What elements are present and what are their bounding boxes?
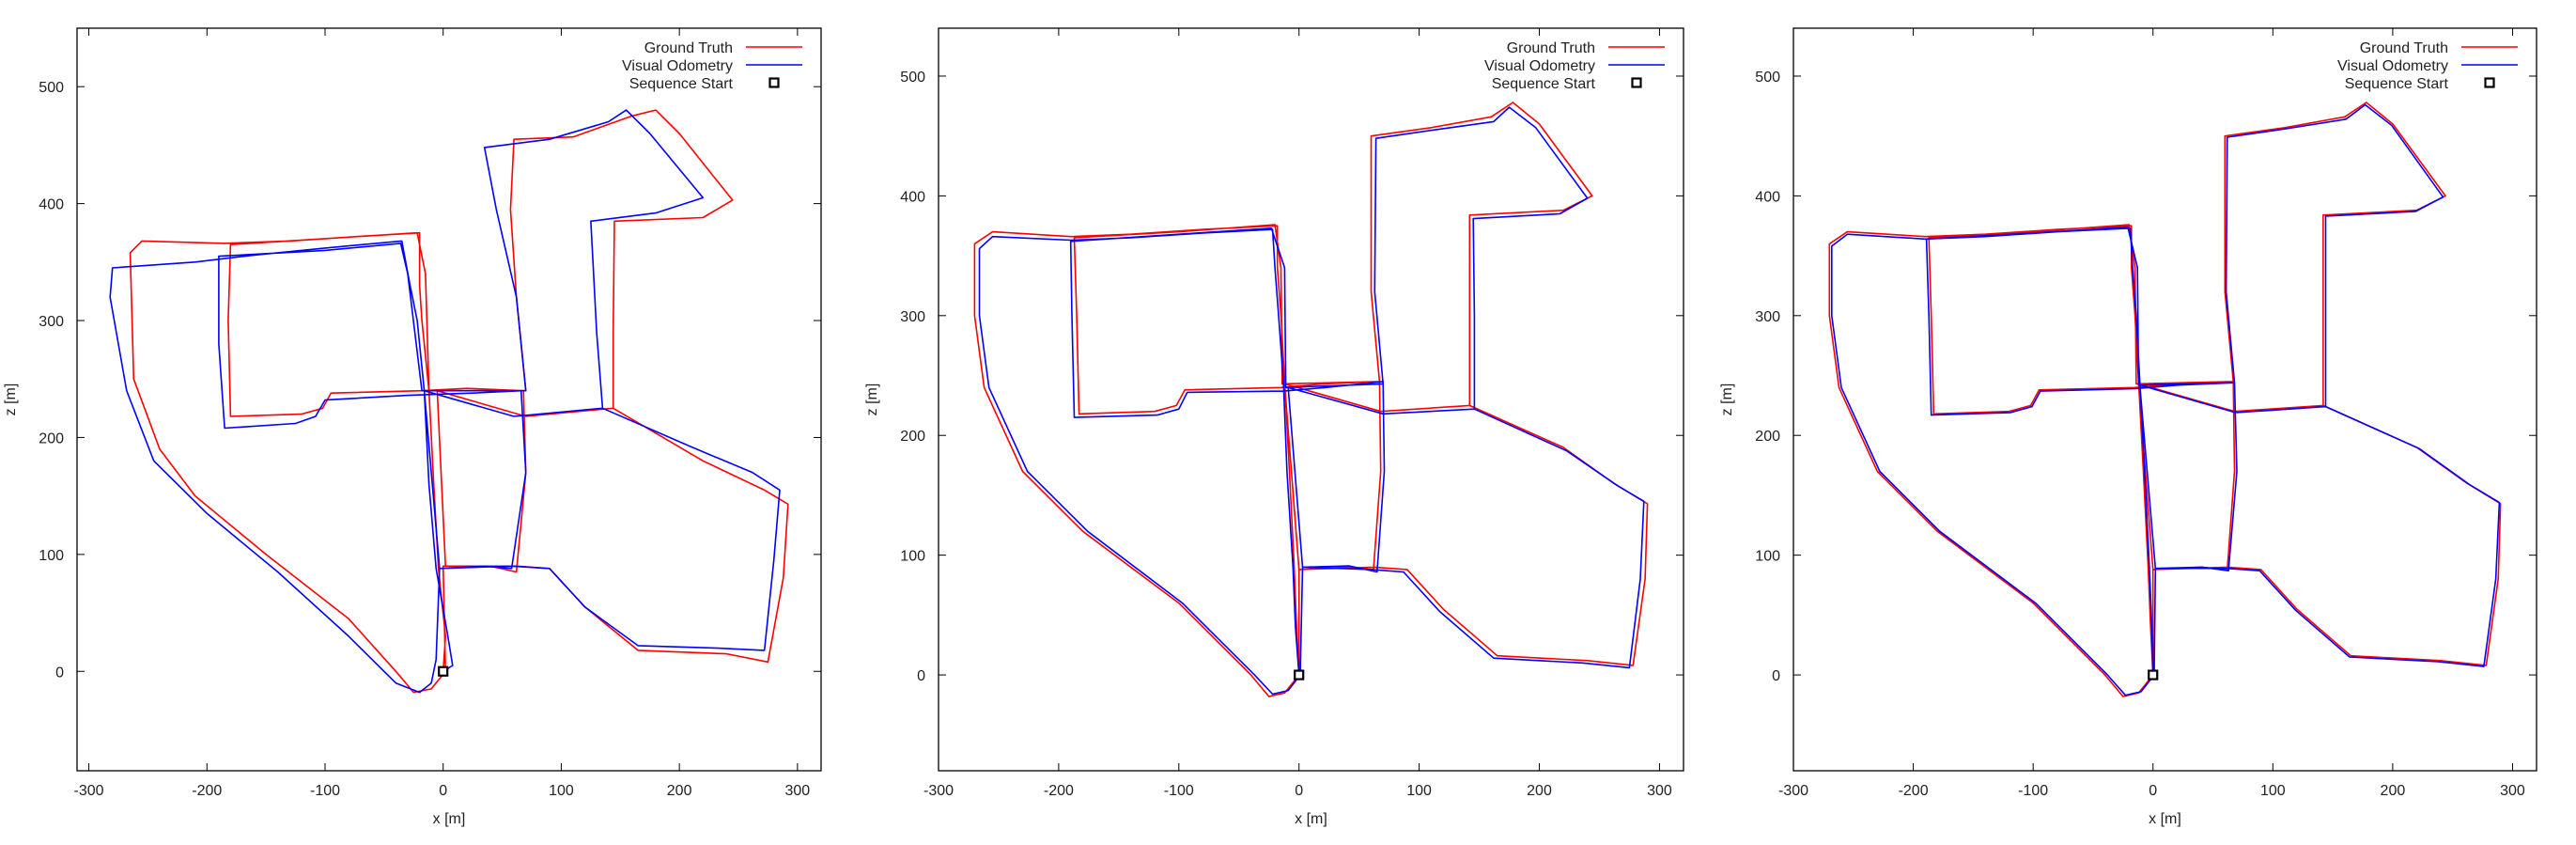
legend-label: Ground Truth (2360, 40, 2448, 56)
plot-frame (76, 27, 822, 772)
series-line-visual-odometry (978, 106, 1645, 696)
x-tick-label: 100 (1406, 783, 1432, 799)
x-tick-label: 0 (1295, 783, 1303, 799)
y-tick-label: 0 (55, 665, 64, 681)
y-tick-label: 0 (917, 668, 925, 684)
y-tick-label: 500 (1755, 70, 1780, 86)
plot-frame (938, 27, 1684, 772)
y-tick-label: 300 (39, 314, 64, 330)
y-axis-label: z [m] (1719, 383, 1735, 416)
x-tick-label: 0 (2149, 783, 2157, 799)
y-tick-label: 400 (39, 197, 64, 213)
y-tick-label: 100 (1755, 549, 1780, 565)
y-tick-label: 400 (900, 189, 925, 205)
x-tick-label: -300 (74, 783, 104, 799)
series-line-ground-truth (1828, 102, 2502, 697)
y-tick-label: 200 (1755, 429, 1780, 445)
series-line-ground-truth (129, 109, 789, 694)
x-tick-label: 100 (549, 783, 574, 799)
x-axis-label: x [m] (2149, 811, 2181, 827)
series-line-ground-truth (973, 102, 1649, 697)
x-axis-label: x [m] (433, 811, 466, 827)
x-tick-label: 200 (1527, 783, 1552, 799)
y-tick-label: 100 (900, 549, 925, 565)
y-tick-label: 300 (900, 309, 925, 325)
x-tick-label: -300 (923, 783, 954, 799)
y-tick-label: 500 (39, 80, 64, 96)
x-tick-label: -100 (2018, 783, 2048, 799)
x-tick-label: -200 (192, 783, 222, 799)
y-tick-label: 400 (1755, 189, 1780, 205)
x-tick-label: 300 (1647, 783, 1672, 799)
x-tick-label: 200 (2381, 783, 2406, 799)
legend-label: Sequence Start (629, 76, 734, 92)
sequence-start-marker (2148, 669, 2159, 681)
legend-label: Ground Truth (1507, 40, 1595, 56)
x-tick-label: -100 (310, 783, 340, 799)
y-tick-label: 200 (39, 430, 64, 446)
legend-swatch-marker (768, 77, 780, 88)
x-tick-label: 300 (2500, 783, 2525, 799)
series-line-visual-odometry (1831, 103, 2501, 696)
sequence-start-marker (438, 665, 449, 677)
x-tick-label: -300 (1778, 783, 1808, 799)
legend-swatch-marker (2484, 77, 2495, 88)
x-tick-label: 200 (667, 783, 692, 799)
x-tick-label: 300 (785, 783, 811, 799)
x-tick-label: 0 (439, 783, 447, 799)
y-axis-label: z [m] (3, 383, 19, 416)
chart-panel-1: -300 -200 -100 0 100 200 300 0 100 200 300 400 500 x … (3, 27, 822, 827)
legend-swatch-marker (1631, 77, 1642, 88)
y-axis-label: z [m] (864, 383, 880, 416)
legend-label: Visual Odometry (2337, 58, 2448, 74)
y-tick-label: 100 (39, 548, 64, 564)
chart-panel-3: -300 -200 -100 0 100 200 300 0 100 200 300 400 500 x … (1719, 27, 2537, 827)
x-tick-label: -200 (1899, 783, 1929, 799)
x-tick-label: 100 (2260, 783, 2286, 799)
plot-frame (1792, 27, 2537, 772)
y-tick-label: 300 (1755, 309, 1780, 325)
y-tick-label: 0 (1772, 668, 1780, 684)
legend-label: Sequence Start (2345, 76, 2449, 92)
y-tick-label: 200 (900, 429, 925, 445)
x-tick-label: -100 (1164, 783, 1194, 799)
legend-label: Sequence Start (1492, 76, 1596, 92)
sequence-start-marker (1294, 669, 1305, 681)
legend-label: Visual Odometry (1484, 58, 1595, 74)
x-axis-label: x [m] (1295, 811, 1327, 827)
y-tick-label: 500 (900, 70, 925, 86)
series-line-visual-odometry (109, 109, 781, 694)
legend-label: Ground Truth (644, 40, 733, 56)
x-tick-label: -200 (1044, 783, 1074, 799)
chart-panel-2: -300 -200 -100 0 100 200 300 0 100 200 300 400 500 x … (864, 27, 1684, 827)
legend-label: Visual Odometry (622, 58, 733, 74)
